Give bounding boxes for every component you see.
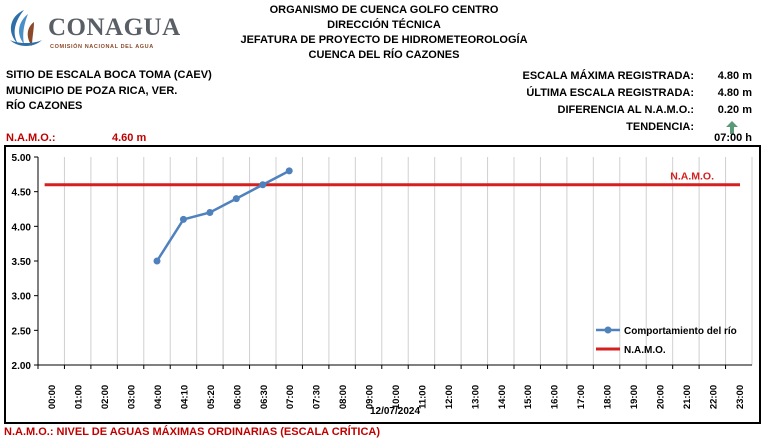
stat-last-label: ÚLTIMA ESCALA REGISTRADA: (526, 87, 694, 99)
x-tick-label: 02:00 (100, 385, 111, 409)
stat-max-label: ESCALA MÁXIMA REGISTRADA: (522, 70, 694, 82)
legend-river-label: Comportamiento del río (624, 326, 737, 337)
site-municipality: MUNICIPIO DE POZA RICA, VER. (6, 84, 178, 97)
namo-threshold-label: N.A.M.O. (670, 171, 714, 183)
logo-subtitle: COMISIÓN NACIONAL DEL AGUA (50, 44, 154, 50)
x-tick-label: 04:00 (153, 385, 164, 409)
x-tick-label: 19:00 (629, 385, 640, 409)
x-tick-label: 12:00 (444, 385, 455, 409)
header-line-2: DIRECCIÓN TÉCNICA (327, 19, 441, 31)
x-tick-label: 14:00 (497, 385, 508, 409)
x-tick-label: 20:00 (655, 385, 666, 409)
series-line (155, 169, 290, 262)
footer-note: N.A.M.O.: NIVEL DE AGUAS MÁXIMAS ORDINAR… (4, 426, 381, 438)
stat-diff: DIFERENCIA AL N.A.M.O.: 0.20 m (522, 102, 752, 119)
conagua-emblem-icon (10, 10, 42, 46)
x-tick-label: 23:00 (735, 385, 746, 409)
data-point (153, 257, 161, 265)
legend-river-marker (604, 326, 612, 334)
x-tick-label: 09:00 (365, 385, 376, 409)
x-tick-label: 17:00 (576, 385, 587, 409)
x-tick-label: 08:00 (338, 385, 349, 409)
y-tick-label: 3.50 (12, 257, 32, 268)
report-time: 07:00 h (714, 132, 752, 144)
namo-label: N.A.M.O.: (6, 132, 56, 144)
x-tick-label: 07:30 (312, 385, 323, 409)
y-tick-label: 4.50 (12, 188, 32, 199)
y-tick-label: 3.00 (12, 292, 32, 303)
conagua-logo: CONAGUA COMISIÓN NACIONAL DEL AGUA (4, 6, 184, 50)
arrow-up-icon (726, 121, 738, 134)
data-point (179, 215, 187, 223)
namo-value: 4.60 m (112, 132, 147, 144)
data-point (232, 195, 240, 203)
stats-panel: ESCALA MÁXIMA REGISTRADA: 4.80 m ÚLTIMA … (522, 68, 752, 136)
x-tick-label: 10:00 (391, 385, 402, 409)
y-tick-label: 5.00 (12, 153, 32, 164)
x-tick-label: 06:30 (259, 385, 270, 409)
header-line-4: CUENCA DEL RÍO CAZONES (308, 49, 460, 61)
data-point (285, 167, 293, 175)
x-tick-label: 04:10 (179, 385, 190, 409)
stat-diff-label: DIFERENCIA AL N.A.M.O.: (557, 104, 694, 116)
x-tick-label: 22:00 (708, 385, 719, 409)
x-tick-label: 15:00 (523, 385, 534, 409)
x-tick-label: 03:00 (127, 385, 138, 409)
report-header: ORGANISMO DE CUENCA GOLFO CENTRO DIRECCI… (0, 3, 768, 63)
x-tick-label: 06:00 (232, 385, 243, 409)
legend-namo-label: N.A.M.O. (624, 345, 666, 356)
y-tick-label: 4.00 (12, 222, 32, 233)
header-line-1: ORGANISMO DE CUENCA GOLFO CENTRO (269, 4, 499, 16)
y-tick-label: 2.00 (12, 361, 32, 372)
site-info: SITIO DE ESCALA BOCA TOMA (CAEV) MUNICIP… (6, 68, 212, 115)
stat-trend: TENDENCIA: (522, 119, 752, 136)
y-tick-label: 2.50 (12, 326, 32, 337)
x-tick-label: 18:00 (603, 385, 614, 409)
x-tick-label: 01:00 (74, 385, 85, 409)
x-tick-label: 07:00 (285, 385, 296, 409)
stat-trend-label: TENDENCIA: (626, 121, 694, 133)
x-tick-label: 00:00 (47, 385, 58, 409)
x-tick-label: 21:00 (682, 385, 693, 409)
stat-diff-value: 0.20 m (717, 104, 752, 116)
x-tick-label: 16:00 (550, 385, 561, 409)
chart-frame (4, 145, 761, 424)
data-point (259, 181, 267, 189)
x-axis-date-label: 12/07/2024 (370, 406, 420, 417)
stat-last-value: 4.80 m (717, 87, 752, 99)
site-river: RÍO CAZONES (6, 100, 83, 112)
stat-max: ESCALA MÁXIMA REGISTRADA: 4.80 m (522, 68, 752, 85)
stat-max-value: 4.80 m (717, 70, 752, 82)
x-tick-label: 13:00 (470, 385, 481, 409)
site-name: SITIO DE ESCALA BOCA TOMA (CAEV) (6, 69, 212, 81)
x-tick-label: 05:20 (206, 385, 217, 409)
logo-text: CONAGUA (48, 14, 181, 41)
data-point (206, 208, 214, 216)
header-line-3: JEFATURA DE PROYECTO DE HIDROMETEOROLOGÍ… (240, 34, 528, 46)
x-tick-label: 11:00 (417, 385, 428, 409)
stat-last: ÚLTIMA ESCALA REGISTRADA: 4.80 m (522, 85, 752, 102)
